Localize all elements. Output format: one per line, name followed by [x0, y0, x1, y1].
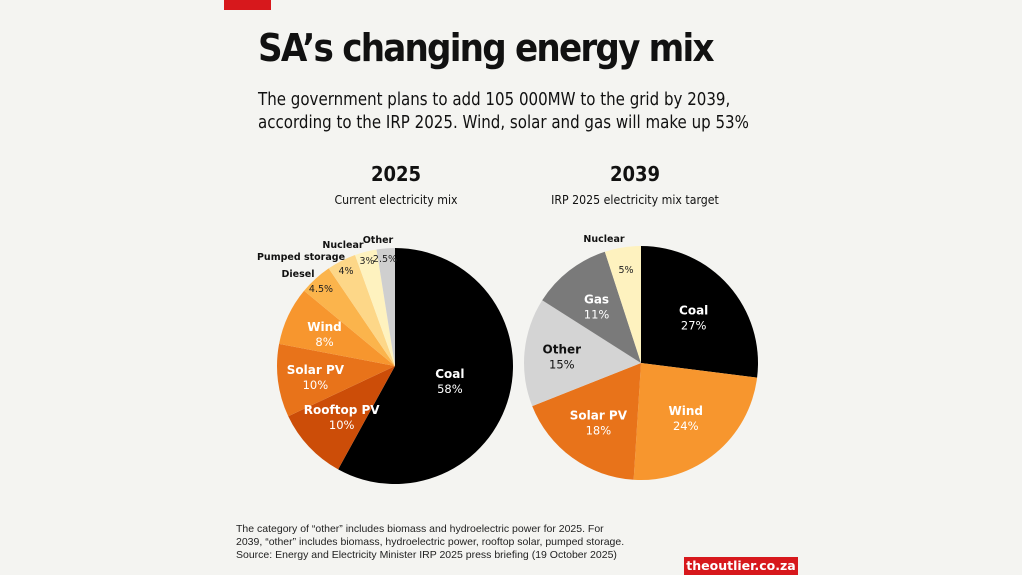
- slice-value-coal: 27%: [681, 319, 707, 333]
- pie-slice-diesel: [304, 268, 395, 366]
- subtitle-line-2: according to the IRP 2025. Wind, solar a…: [258, 113, 749, 133]
- slice-label-rooftop-pv: Rooftop PV: [304, 403, 380, 417]
- chart-2039-title: 2039: [609, 162, 661, 186]
- pie-slice-nuclear: [604, 246, 641, 363]
- slice-label-other: Other: [363, 235, 394, 246]
- slice-value-nuclear: 5%: [618, 265, 633, 276]
- slice-label-solar-pv: Solar PV: [570, 409, 628, 423]
- subtitle-line-1: The government plans to add 105 000MW to…: [258, 90, 731, 110]
- pie-slice-wind: [633, 363, 758, 481]
- slice-label-pumped-storage: Pumped storage: [257, 252, 345, 263]
- slice-value-other: 15%: [549, 358, 575, 372]
- slice-value-other: 2.5%: [373, 254, 397, 265]
- chart-2039-subtitle: IRP 2025 electricity mix target: [551, 192, 719, 207]
- slice-label-wind: Wind: [669, 404, 703, 418]
- slice-label-coal: Coal: [435, 367, 464, 381]
- slice-label-gas: Gas: [584, 293, 609, 307]
- slice-label-coal: Coal: [679, 304, 708, 318]
- pie-slice-other: [376, 248, 395, 366]
- chart-2025-title: 2025: [370, 162, 422, 186]
- slice-value-solar-pv: 10%: [303, 378, 329, 392]
- slice-value-coal: 58%: [437, 382, 463, 396]
- chart-2025-subtitle: Current electricity mix: [334, 192, 458, 207]
- pie-slice-solar-pv: [277, 343, 395, 417]
- pie-slice-solar-pv: [532, 363, 641, 480]
- slice-label-nuclear: Nuclear: [583, 234, 624, 245]
- slice-value-wind: 24%: [673, 419, 699, 433]
- brand-badge[interactable]: theoutlier.co.za: [684, 557, 798, 575]
- slice-value-pumped-storage: 4%: [338, 266, 353, 277]
- slice-label-other: Other: [543, 343, 582, 357]
- pie-slice-rooftop-pv: [288, 366, 395, 470]
- source-line: Source: Energy and Electricity Minister …: [236, 549, 617, 561]
- subtitle: The government plans to add 105 000MW to…: [258, 89, 749, 135]
- slice-value-gas: 11%: [584, 308, 610, 322]
- slice-label-nuclear: Nuclear: [322, 240, 363, 251]
- footnote-line-2: 2039, “other” includes biomass, hydroele…: [236, 536, 625, 548]
- slice-value-rooftop-pv: 10%: [329, 418, 355, 432]
- pie-slice-coal: [338, 248, 514, 484]
- pie-slice-coal: [641, 246, 759, 378]
- slice-value-nuclear: 3%: [359, 256, 374, 267]
- slice-label-solar-pv: Solar PV: [287, 363, 345, 377]
- pie-slice-pumped-storage: [328, 254, 395, 366]
- pie-slice-nuclear: [355, 249, 395, 366]
- slice-value-wind: 8%: [315, 335, 333, 349]
- footnote: The category of “other” includes biomass…: [236, 523, 624, 562]
- pie-slice-other: [524, 300, 641, 407]
- slice-label-wind: Wind: [307, 320, 341, 334]
- slice-label-diesel: Diesel: [282, 269, 315, 280]
- accent-bar: [224, 0, 271, 10]
- page-title: SA’s changing energy mix: [258, 26, 715, 70]
- slice-value-solar-pv: 18%: [586, 424, 612, 438]
- slice-value-diesel: 4.5%: [309, 284, 333, 295]
- pie-slice-gas: [542, 251, 641, 363]
- footnote-line-1: The category of “other” includes biomass…: [236, 523, 604, 535]
- pie-slice-wind: [279, 290, 395, 366]
